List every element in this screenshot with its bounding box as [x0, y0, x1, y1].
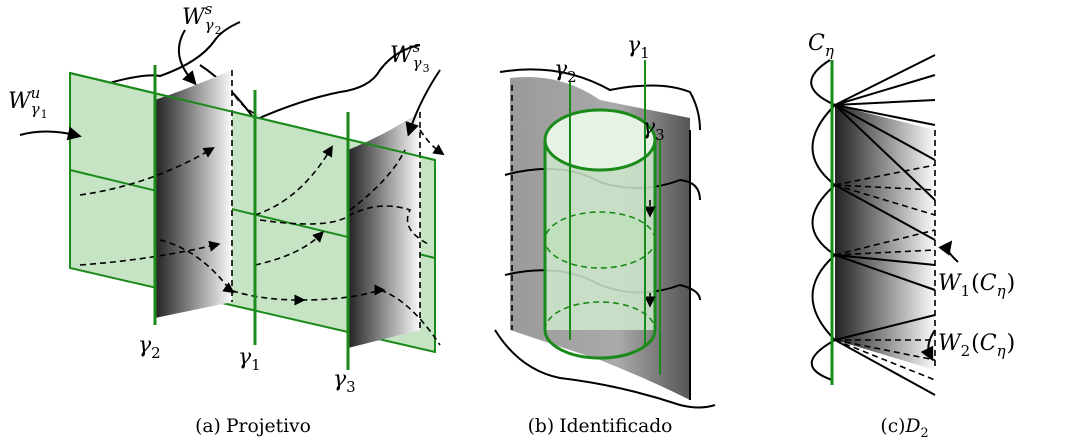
axis-line — [69, 72, 436, 161]
shape-path — [254, 231, 324, 266]
shape-path — [834, 164, 936, 216]
shape-path — [419, 129, 445, 156]
shape-path — [810, 59, 837, 381]
shape-path — [544, 301, 656, 331]
label-part: γ — [627, 33, 641, 58]
label-part: W — [182, 5, 207, 30]
label-part: 1 — [961, 282, 971, 300]
label-part: γ — [205, 16, 214, 34]
caption-part: Identificado — [559, 416, 672, 437]
shape-path — [254, 145, 333, 216]
label-part: ( — [971, 271, 980, 296]
shape-path — [920, 329, 936, 362]
label-part: 2 — [567, 68, 577, 86]
shape-path — [834, 184, 936, 341]
label-part: 1 — [640, 44, 650, 62]
shape-path — [79, 240, 221, 266]
label-part: γ — [642, 115, 656, 140]
shape-path — [79, 147, 215, 196]
label-part: γ — [554, 57, 568, 82]
label-part: η — [997, 342, 1006, 360]
label-part: W — [390, 43, 415, 68]
caption-part: Projetivo — [226, 416, 311, 437]
label-part: γ — [31, 100, 40, 118]
caption-part: (a) — [195, 416, 221, 437]
label-part: ) — [1007, 271, 1016, 296]
shape-path — [199, 44, 421, 122]
caption: (c) D 2 — [880, 416, 928, 441]
shape-path — [494, 329, 716, 409]
shape-path — [834, 339, 936, 396]
caption: (b) Identificado — [528, 416, 673, 437]
shape-path — [543, 329, 657, 360]
shape-path — [499, 68, 701, 131]
shape-path — [159, 239, 441, 346]
shape-path — [177, 29, 197, 86]
label-part: γ — [333, 367, 347, 392]
label-part: s — [205, 0, 213, 18]
label-part: s — [413, 38, 421, 56]
label-part: C — [980, 271, 997, 296]
shape-path — [19, 126, 82, 141]
shape-path — [405, 69, 441, 137]
label-part: C — [808, 31, 825, 56]
shape-path — [349, 149, 406, 211]
label-part: η — [997, 282, 1006, 300]
label-part: γ — [413, 54, 422, 72]
caption-part: (c) — [880, 416, 905, 437]
label-part: W — [8, 89, 33, 114]
panel-c — [810, 54, 959, 396]
label-part: 2 — [151, 344, 161, 362]
shape-polygon — [835, 105, 935, 370]
caption-part: 2 — [920, 426, 928, 441]
shape-path — [938, 240, 959, 263]
label-part: 3 — [346, 378, 356, 396]
panel-a — [19, 21, 445, 370]
label-part: 1 — [41, 108, 48, 121]
label-part: 3 — [423, 62, 430, 75]
shape-path — [834, 54, 936, 201]
caption-part: D — [904, 416, 920, 437]
label-part: W — [938, 331, 963, 356]
label-part: 3 — [655, 126, 665, 144]
caption-part: (b) — [528, 416, 555, 437]
label-part: η — [825, 42, 834, 60]
shape-ellipse — [543, 108, 657, 172]
label-part: C — [980, 331, 997, 356]
label-part: γ — [238, 345, 252, 370]
label-part: 1 — [251, 356, 261, 374]
shape-path — [69, 21, 241, 96]
label-part: 2 — [961, 342, 971, 360]
shape-path — [834, 229, 936, 381]
label-part: ( — [971, 331, 980, 356]
caption: (a) Projetivo — [195, 416, 311, 437]
shape-path — [155, 70, 232, 318]
shape-path — [234, 95, 259, 116]
label-part: 2 — [215, 24, 222, 37]
shape-path — [259, 205, 431, 246]
label-part: u — [31, 84, 41, 102]
shape-ellipse — [544, 211, 656, 269]
panel-b — [494, 60, 716, 409]
label-part: W — [938, 271, 963, 296]
label-part: ) — [1007, 331, 1016, 356]
label-part: γ — [138, 333, 152, 358]
